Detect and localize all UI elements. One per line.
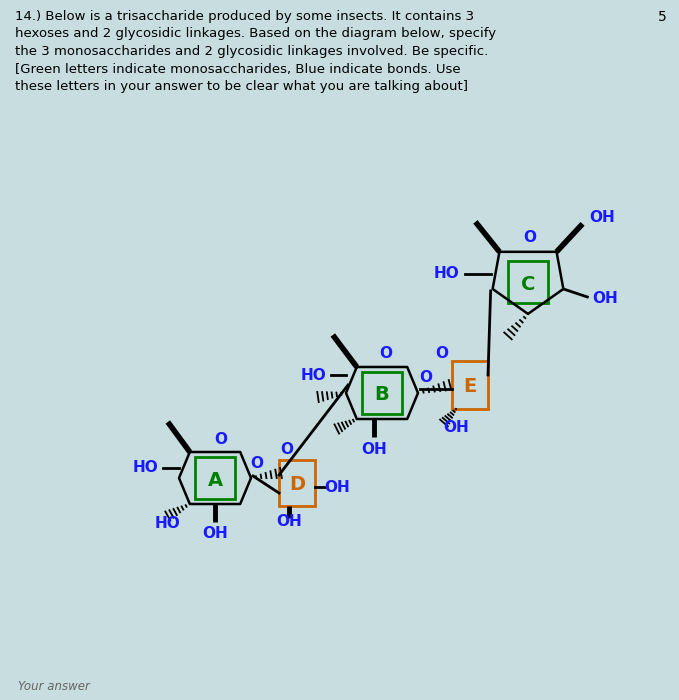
- Text: HO: HO: [301, 368, 327, 382]
- Text: OH: OH: [589, 210, 615, 225]
- Text: O: O: [215, 431, 227, 447]
- Text: O: O: [420, 370, 433, 384]
- Text: D: D: [289, 475, 305, 494]
- Text: OH: OH: [593, 291, 619, 307]
- Text: O: O: [251, 456, 263, 470]
- Text: OH: OH: [202, 526, 228, 542]
- Text: OH: OH: [361, 442, 387, 456]
- Text: C: C: [521, 274, 535, 293]
- Bar: [362, 372, 402, 414]
- Text: HO: HO: [434, 267, 460, 281]
- Text: O: O: [524, 230, 536, 245]
- Text: O: O: [380, 346, 392, 361]
- Text: A: A: [208, 470, 223, 489]
- Text: OH: OH: [324, 480, 350, 494]
- Text: O: O: [435, 346, 449, 360]
- Text: HO: HO: [133, 461, 159, 475]
- Text: E: E: [463, 377, 477, 396]
- Text: OH: OH: [276, 514, 302, 529]
- Bar: [279, 460, 315, 506]
- Text: 5: 5: [658, 10, 667, 24]
- Bar: [195, 457, 235, 499]
- Text: HO: HO: [154, 517, 180, 531]
- Bar: [452, 361, 488, 409]
- Text: O: O: [280, 442, 293, 458]
- Text: B: B: [375, 386, 389, 405]
- Text: Your answer: Your answer: [18, 680, 90, 693]
- Bar: [508, 261, 548, 303]
- Text: 14.) Below is a trisaccharide produced by some insects. It contains 3
hexoses an: 14.) Below is a trisaccharide produced b…: [15, 10, 496, 93]
- Text: OH: OH: [443, 419, 469, 435]
